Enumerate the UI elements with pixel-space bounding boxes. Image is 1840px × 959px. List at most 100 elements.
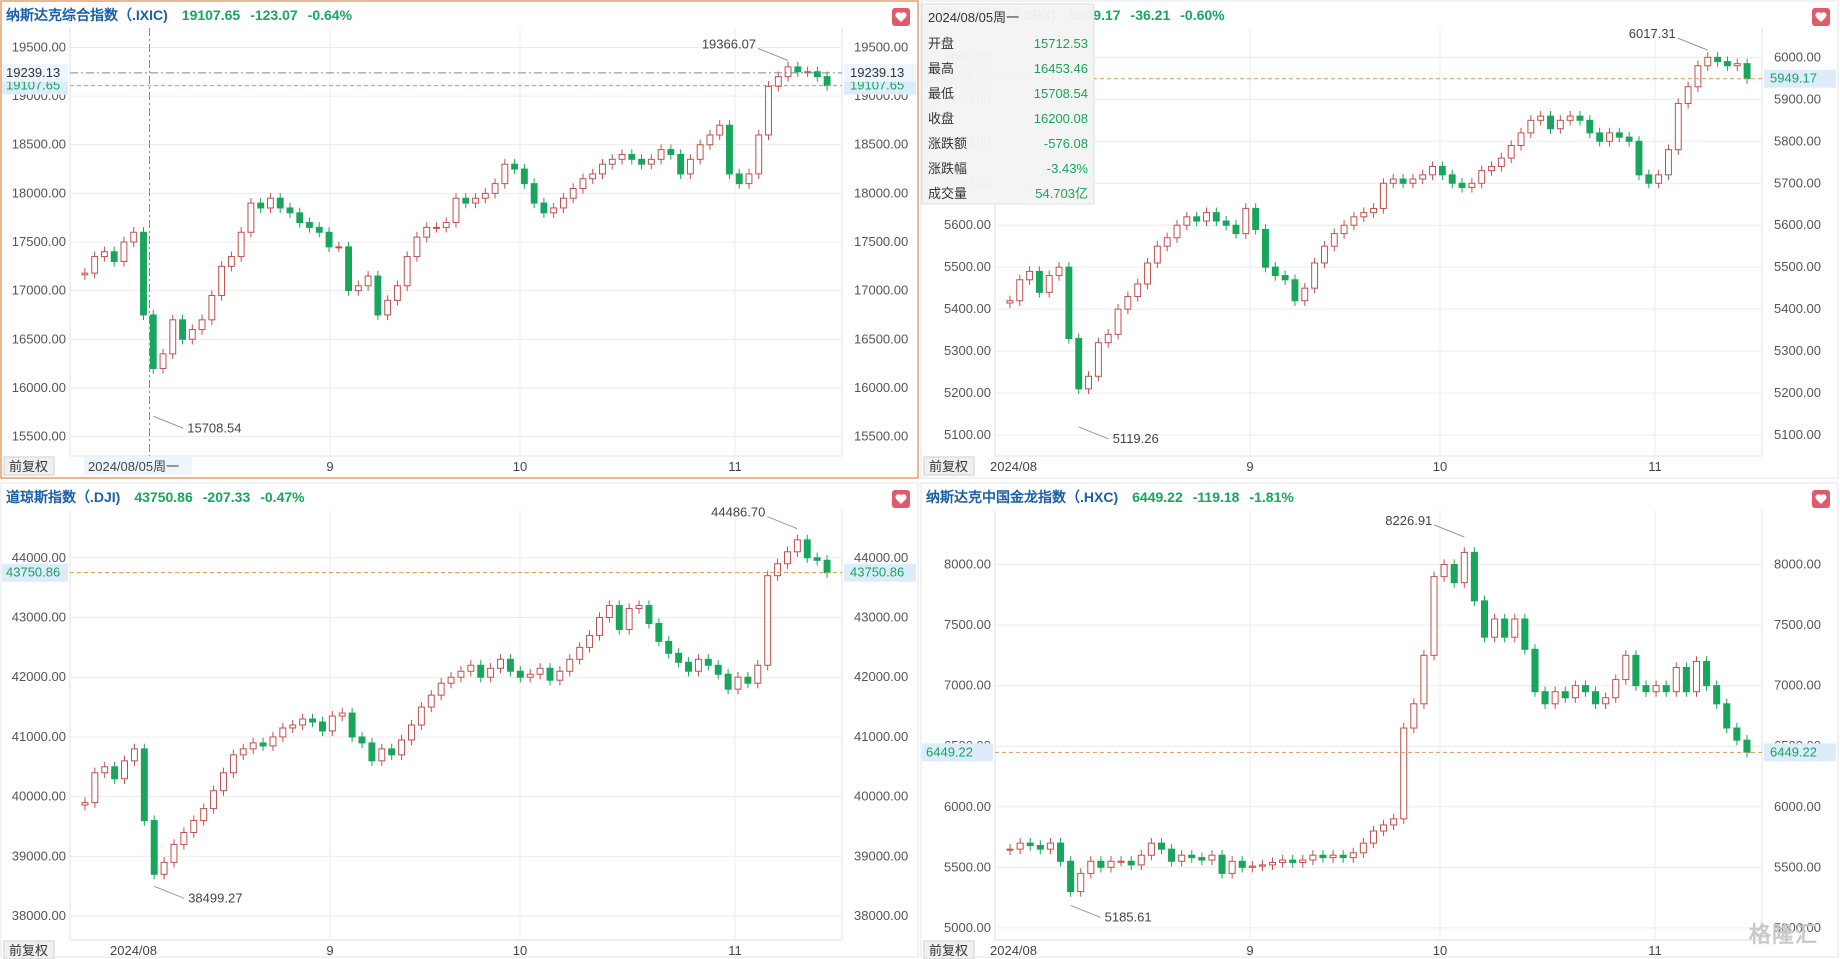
candle	[1173, 220, 1181, 243]
adjust-button-label[interactable]: 前复权	[929, 459, 968, 475]
candle-body	[368, 742, 376, 762]
adjust-button-label[interactable]: 前复权	[929, 943, 968, 959]
candle	[1153, 241, 1161, 269]
candle-body	[1410, 703, 1418, 729]
tooltip-label: 涨跌幅	[928, 161, 967, 177]
candle	[318, 716, 326, 737]
candle-body	[1592, 691, 1600, 705]
candle-body	[1409, 178, 1417, 184]
adjust-button-label[interactable]: 前复权	[9, 943, 48, 959]
candle-body	[765, 85, 772, 136]
candle-body	[1193, 216, 1201, 222]
candle	[140, 743, 148, 826]
candle-body	[813, 71, 821, 78]
index-name[interactable]: 道琼斯指数（.DJI)	[6, 489, 120, 505]
candle-body	[1147, 842, 1155, 856]
candle-body	[685, 661, 692, 672]
candle-body	[1168, 848, 1176, 862]
candle	[1006, 295, 1014, 309]
candle	[655, 618, 663, 647]
candle	[423, 222, 431, 243]
favorite-heart-icon[interactable]	[892, 8, 910, 26]
candle	[774, 71, 782, 92]
high-note-line	[1434, 524, 1465, 538]
y-tick-label-right: 5000.00	[1774, 920, 1821, 935]
candle	[1252, 203, 1260, 235]
candle	[1682, 662, 1690, 697]
candle	[1478, 165, 1486, 189]
candle	[1488, 161, 1495, 176]
candle-body	[1319, 854, 1327, 859]
candle-body	[1547, 115, 1554, 130]
candle	[159, 348, 167, 374]
favorite-heart-icon[interactable]	[1812, 490, 1830, 508]
candle	[101, 761, 109, 778]
candle	[1157, 837, 1165, 855]
candle-body	[1704, 56, 1712, 67]
candle	[457, 666, 465, 683]
candle-body	[566, 658, 574, 672]
candle-body	[1208, 854, 1216, 861]
candle-body	[1566, 115, 1574, 121]
candle	[1586, 115, 1594, 139]
candle-body	[1035, 270, 1043, 293]
candle	[1450, 559, 1458, 588]
index-name[interactable]: 纳斯达克综合指数（.IXIC)	[6, 7, 168, 23]
candle	[328, 710, 336, 737]
chart-panel-dji[interactable]: 44000.00 44000.00 43000.00 43000.00 42000.00…	[0, 482, 919, 959]
adjust-button[interactable]	[923, 940, 975, 959]
candle-body	[1596, 132, 1604, 142]
candle-body	[726, 124, 733, 175]
heart-icon[interactable]	[1815, 494, 1827, 504]
candle	[605, 600, 613, 623]
adjust-button[interactable]	[3, 940, 55, 959]
candle-body	[1642, 685, 1650, 693]
candle	[813, 66, 821, 82]
candle-body	[511, 163, 519, 170]
candle-body	[1612, 679, 1620, 699]
y-tick-label-left: 17500.00	[12, 234, 66, 249]
candle	[1642, 680, 1650, 697]
candle-body	[1652, 685, 1660, 693]
candle	[179, 314, 186, 345]
candle	[1268, 857, 1277, 871]
x-tick-label: 10	[513, 459, 527, 474]
candle-body	[638, 158, 645, 165]
date-cursor-tag-bg	[84, 457, 192, 475]
candle	[91, 767, 99, 808]
y-tick-label-left: 17000.00	[12, 283, 66, 298]
heart-icon[interactable]	[895, 12, 907, 22]
y-tick-label-left: 6000.00	[944, 799, 991, 814]
index-name[interactable]: 纳斯达克中国金龙指数（.HXC)	[926, 489, 1118, 505]
panel-frame	[920, 482, 1839, 958]
chart-panel-hxc[interactable]: 8000.00 8000.00 7500.00 7500.00 7000.00 7000.…	[920, 482, 1839, 959]
candle-body	[520, 168, 528, 185]
candle	[1592, 686, 1600, 709]
y-tick-label-right: 17000.00	[854, 283, 908, 298]
candle-body	[516, 670, 524, 678]
candle	[803, 534, 811, 563]
heart-icon[interactable]	[1815, 12, 1827, 22]
favorite-heart-icon[interactable]	[1812, 8, 1830, 26]
candle	[1723, 56, 1731, 71]
favorite-heart-icon[interactable]	[892, 490, 910, 508]
candle-body	[309, 718, 316, 723]
adjust-button-label[interactable]: 前复权	[9, 459, 48, 475]
candle	[335, 241, 343, 252]
y-tick-label-left: 5500.00	[944, 259, 991, 274]
y-tick-label-right: 5800.00	[1774, 133, 1821, 148]
candle-body	[442, 222, 450, 228]
candle-body	[1429, 165, 1437, 176]
candle	[645, 600, 653, 629]
adjust-button[interactable]	[923, 456, 975, 476]
candle-body	[179, 319, 186, 340]
heart-icon[interactable]	[895, 494, 907, 504]
price-tag-right: 5949.17	[1770, 71, 1817, 86]
candle-body	[1262, 228, 1269, 268]
candle-body	[1615, 132, 1623, 138]
candle-body	[1056, 842, 1065, 862]
index-price: 19107.65	[182, 7, 241, 23]
candle	[1075, 333, 1083, 394]
adjust-button[interactable]	[3, 456, 55, 476]
